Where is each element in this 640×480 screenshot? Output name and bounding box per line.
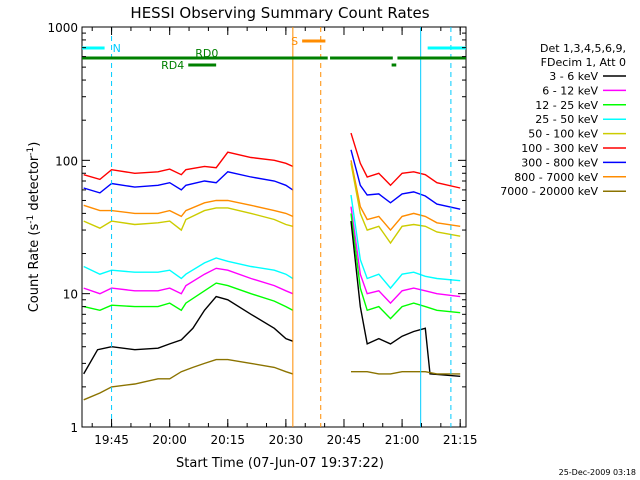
x-tick-label-2: 20:15 <box>210 433 245 447</box>
series-8-segment-1 <box>351 371 461 375</box>
series-3-segment-1 <box>350 163 461 245</box>
plot-frame <box>81 26 467 428</box>
series-7-segment-1 <box>350 221 461 377</box>
saa-bar-label: S <box>291 35 298 48</box>
y-tick-label-0: 1 <box>70 421 78 435</box>
series-3-segment-0 <box>83 207 293 232</box>
x-tick-label-6: 21:15 <box>443 433 478 447</box>
decimation-label: RD0 <box>195 47 218 60</box>
footer-date: 25-Dec-2009 03:18 <box>559 468 636 477</box>
legend-label-8: 7000 - 20000 keV <box>500 185 598 198</box>
y-axis-label-sup-2: -1 <box>26 147 36 156</box>
x-tick-label-4: 20:45 <box>327 433 362 447</box>
series-2-segment-0 <box>83 199 294 218</box>
x-tick-label-5: 21:00 <box>385 433 420 447</box>
series-2-segment-1 <box>350 160 461 232</box>
chart-title: HESSI Observing Summary Count Rates <box>130 4 429 22</box>
y-tick-label-1: 10 <box>63 288 78 302</box>
annotation-layer: N S RD0 RD4 <box>82 27 466 427</box>
axis-layer: 19:45 20:00 20:15 20:30 20:45 21:00 21:15 1 10 10… <box>47 21 477 447</box>
decimation-state-label: RD4 <box>161 59 184 72</box>
series-8-segment-0 <box>83 358 294 401</box>
legend-label-5: 100 - 300 keV <box>521 142 598 155</box>
y-axis-label-sup-1: -1 <box>26 215 36 224</box>
y-tick-label-2: 100 <box>55 154 78 168</box>
legend-label-7: 800 - 7000 keV <box>514 171 598 184</box>
legend-label-2: 12 - 25 keV <box>535 99 598 112</box>
y-axis-label: Count Rate (s-1 detector-1) <box>26 142 42 313</box>
series-6-segment-0 <box>83 282 294 312</box>
series-6-segment-1 <box>350 213 461 320</box>
x-tick-label-3: 20:30 <box>269 433 304 447</box>
series-1-segment-0 <box>83 171 294 194</box>
legend-label-3: 25 - 50 keV <box>535 113 598 126</box>
series-5-segment-1 <box>350 206 461 305</box>
series-4-segment-1 <box>350 194 461 290</box>
legend-header-line-1: Det 1,3,4,5,6,9, <box>540 42 626 55</box>
night-bar-label: N <box>113 42 121 55</box>
series-7-segment-0 <box>83 295 294 375</box>
x-tick-label-0: 19:45 <box>94 433 129 447</box>
y-axis-label-end: ) <box>27 142 42 147</box>
series-layer <box>83 132 461 401</box>
series-0-segment-1 <box>350 132 461 189</box>
legend-label-4: 50 - 100 keV <box>528 128 598 141</box>
x-axis-label: Start Time (07-Jun-07 19:37:22) <box>176 456 384 471</box>
x-tick-label-1: 20:00 <box>152 433 187 447</box>
y-axis-label-main: Count Rate (s <box>27 224 42 313</box>
legend-header-line-2: FDecim 1, Att 0 <box>541 56 626 69</box>
series-5-segment-0 <box>83 267 294 295</box>
legend-label-1: 6 - 12 keV <box>542 84 598 97</box>
y-tick-label-3: 1000 <box>47 21 78 35</box>
series-1-segment-1 <box>350 149 461 210</box>
legend-label-0: 3 - 6 keV <box>549 70 598 83</box>
series-4-segment-0 <box>83 257 294 280</box>
y-axis-label-mid: detector <box>27 155 42 215</box>
series-0-segment-0 <box>83 151 294 181</box>
legend-label-6: 300 - 800 keV <box>521 156 598 169</box>
